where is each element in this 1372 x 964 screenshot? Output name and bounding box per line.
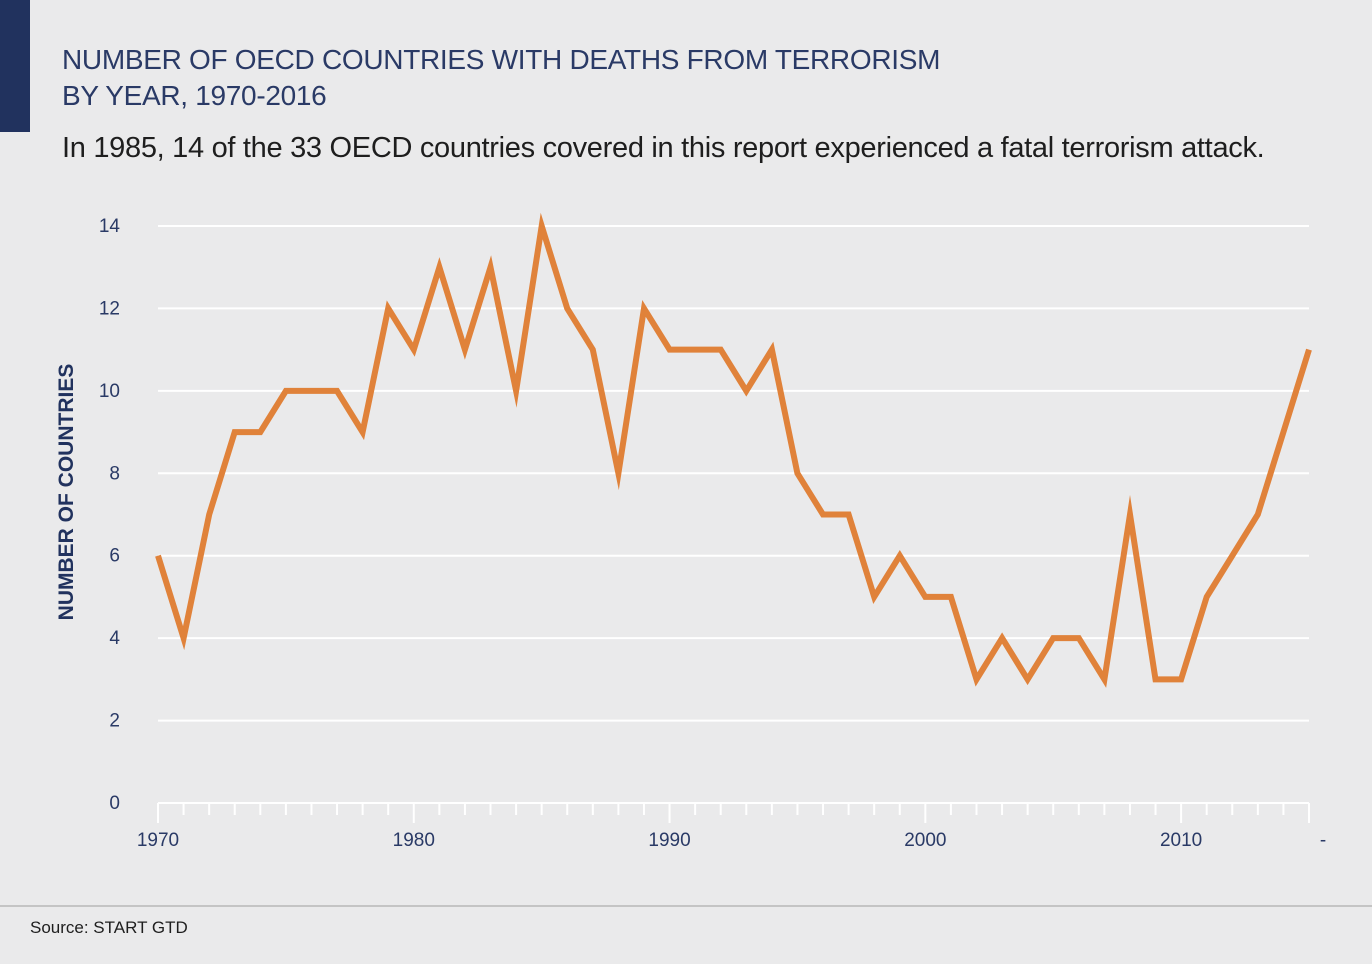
- line-chart: 0 2 4 6 8 10 12 14 1970 1980 1990 2000 2010 -: [99, 212, 1326, 851]
- y-tick-label-14: 14: [99, 216, 121, 237]
- x-tick-label-1970: 1970: [137, 830, 179, 851]
- x-tick-label-2010: 2010: [1160, 830, 1202, 851]
- y-tick-label-6: 6: [109, 546, 120, 567]
- footer-divider: [0, 905, 1372, 907]
- header-accent-bar: [0, 0, 30, 132]
- y-tick-label-10: 10: [99, 381, 120, 402]
- y-tick-label-8: 8: [109, 463, 120, 484]
- y-tick-label-0: 0: [109, 793, 120, 814]
- y-tick-label-4: 4: [109, 628, 120, 649]
- source-note: Source: START GTD: [30, 918, 188, 937]
- chart-title-line-2: BY YEAR, 1970-2016: [62, 80, 327, 111]
- chart-subtitle: In 1985, 14 of the 33 OECD countries cov…: [62, 132, 1265, 164]
- chart-title: NUMBER OF OECD COUNTRIES WITH DEATHS FRO…: [62, 42, 940, 114]
- x-tick-label-1980: 1980: [393, 830, 435, 851]
- x-tick-label-extra: -: [1320, 830, 1326, 851]
- x-tick-label-2000: 2000: [904, 830, 946, 851]
- series-line-0: [155, 212, 1312, 688]
- chart-title-line-1: NUMBER OF OECD COUNTRIES WITH DEATHS FRO…: [62, 44, 941, 75]
- y-tick-label-12: 12: [99, 298, 120, 319]
- x-tick-label-1990: 1990: [648, 830, 690, 851]
- y-tick-label-2: 2: [109, 711, 120, 732]
